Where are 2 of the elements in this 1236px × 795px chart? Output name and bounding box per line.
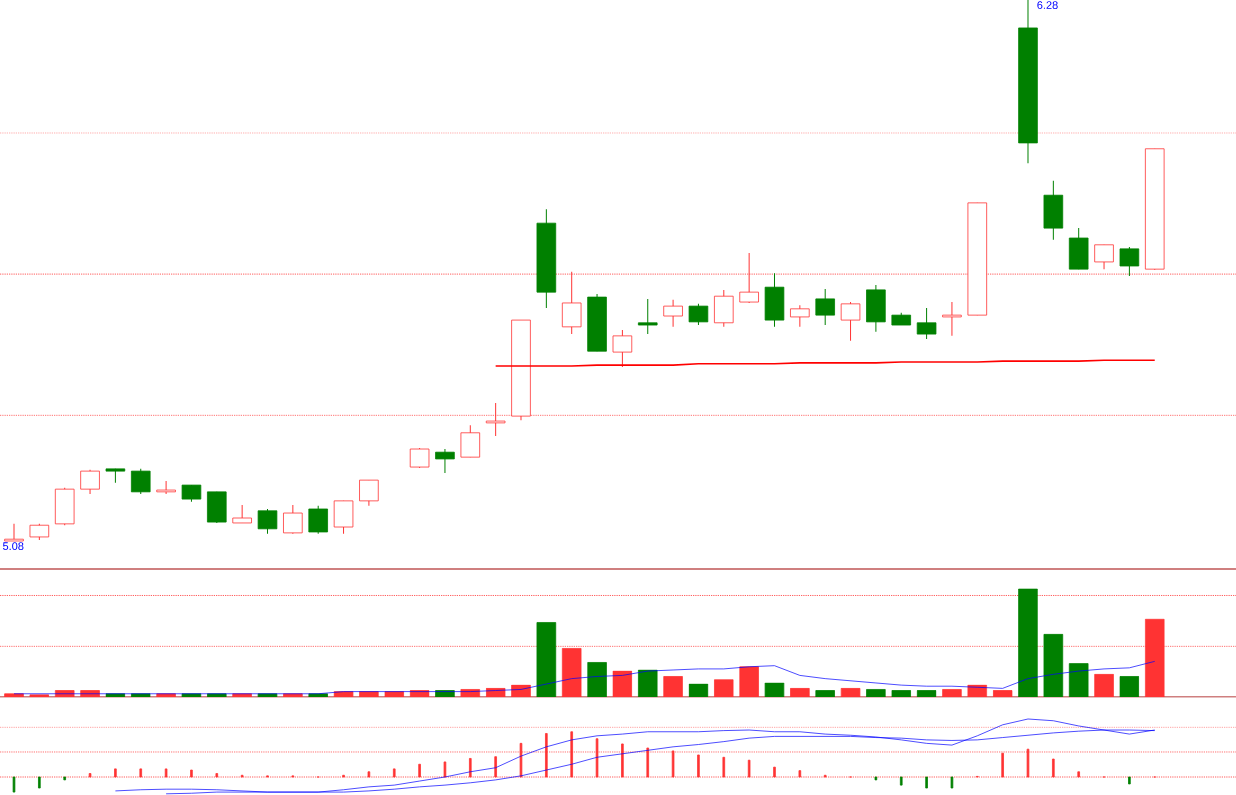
text: 5.08 (2, 542, 24, 550)
annotation: 6.28 (1037, 1, 1058, 9)
